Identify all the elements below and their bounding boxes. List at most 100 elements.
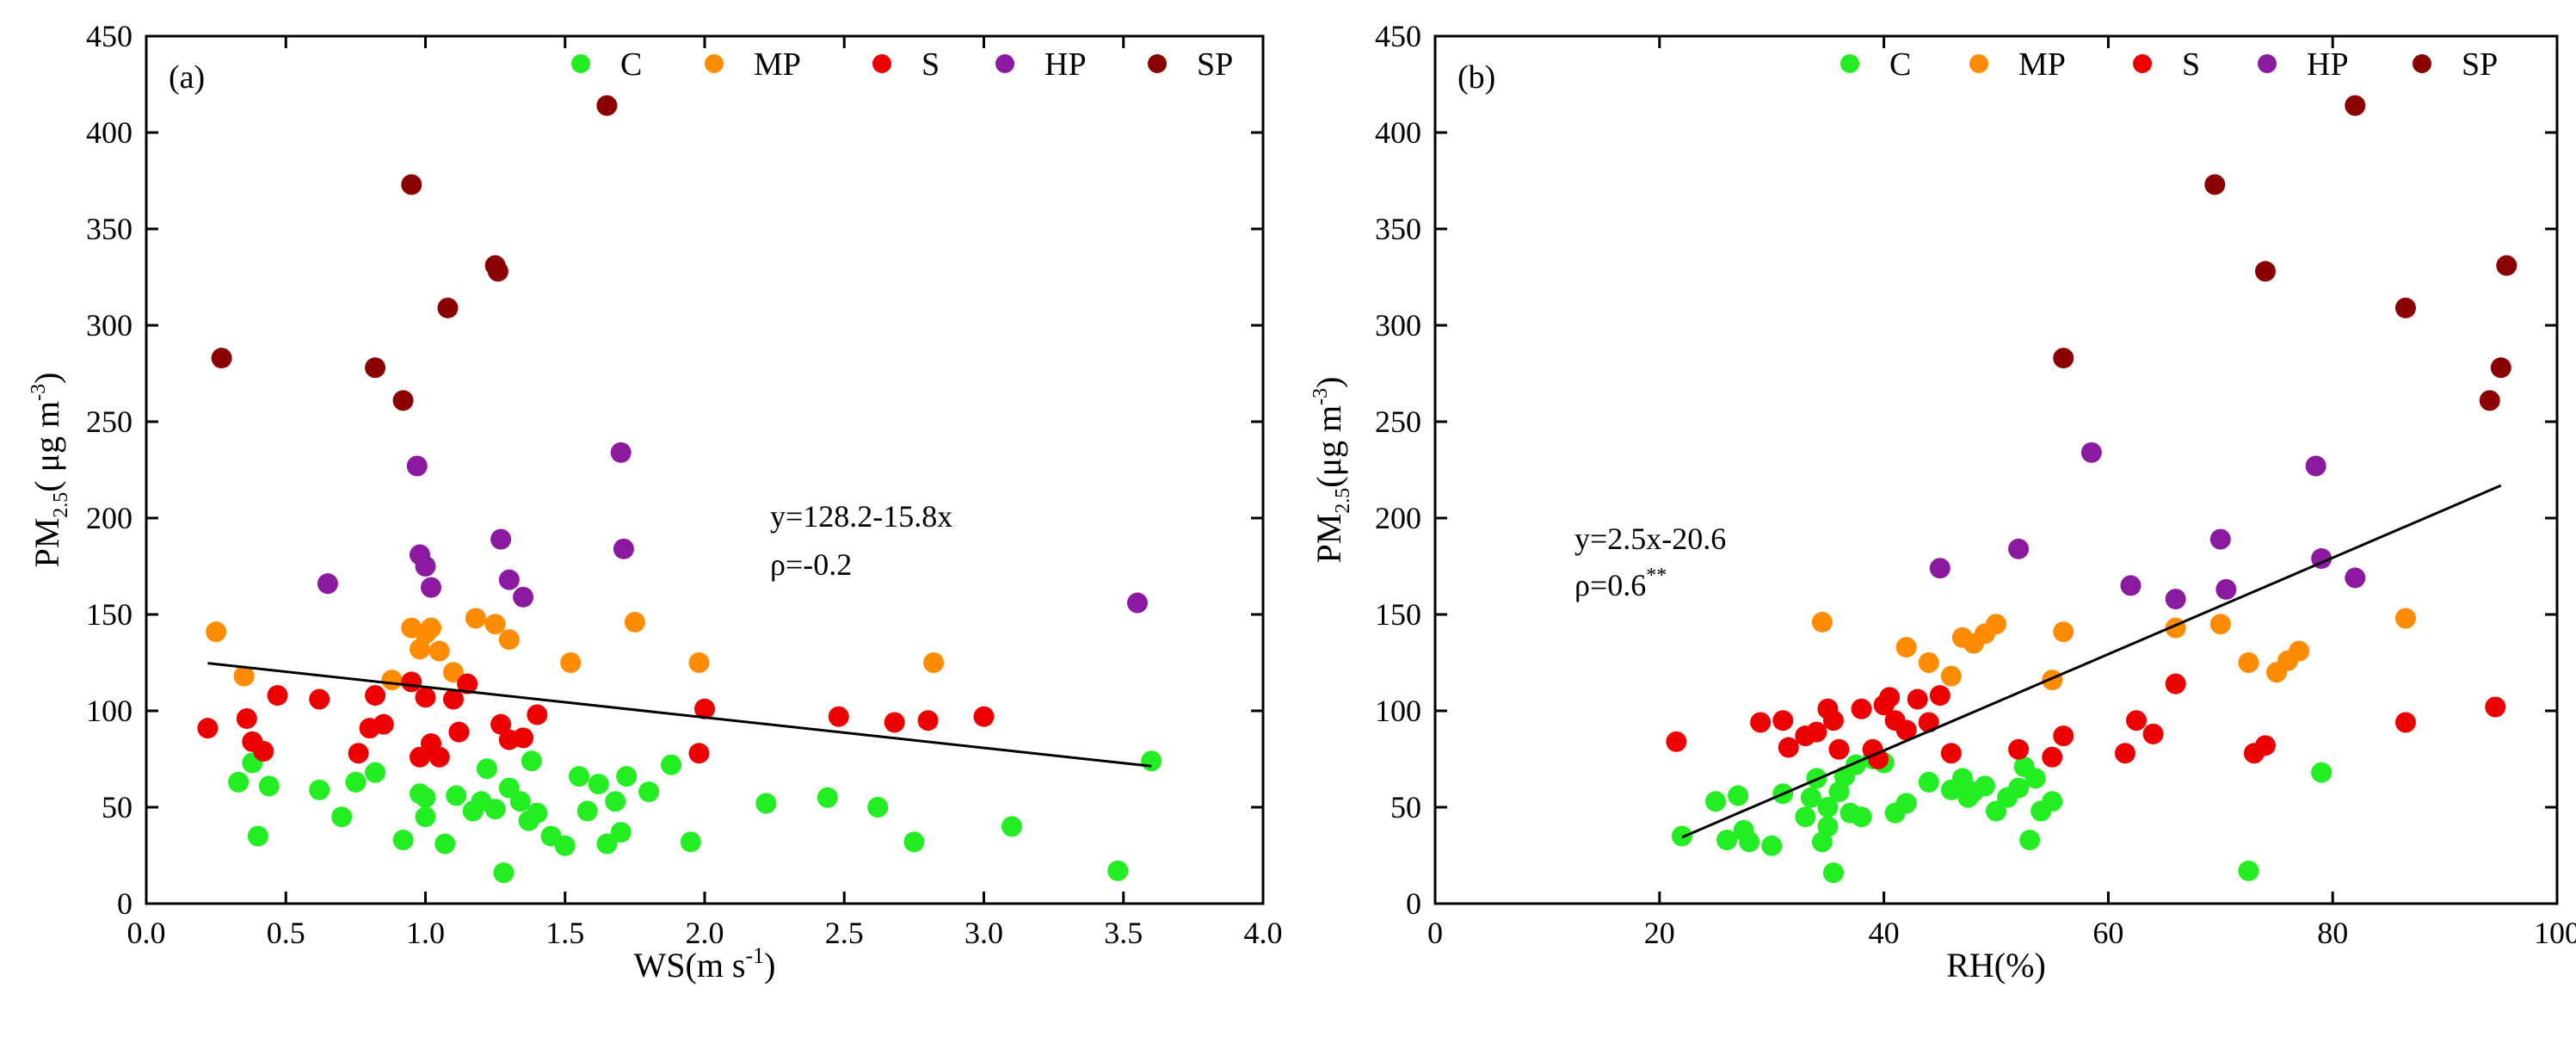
data-point-s xyxy=(448,721,470,743)
data-point-c xyxy=(1001,816,1022,837)
y-axis-label-main: PM xyxy=(28,518,66,568)
data-point-c xyxy=(588,774,609,795)
data-point-sp xyxy=(2345,95,2366,116)
x-tick-label: 1.0 xyxy=(406,916,445,950)
data-point-c xyxy=(1817,816,1839,837)
data-point-mp xyxy=(923,652,945,673)
significance-marker: ** xyxy=(1646,565,1667,587)
data-point-c xyxy=(527,802,548,824)
data-point-c xyxy=(680,831,701,853)
y-tick-label: 450 xyxy=(1375,19,1421,53)
data-point-s xyxy=(1828,738,1850,760)
data-point-mp xyxy=(233,665,255,687)
series-s xyxy=(1666,673,2506,769)
legend-label-s: S xyxy=(2182,46,2200,83)
data-point-c xyxy=(1739,831,1760,853)
series-hp xyxy=(1929,441,2366,610)
y-tick-label: 50 xyxy=(102,790,132,824)
data-point-c xyxy=(1107,860,1129,881)
data-point-hp xyxy=(610,441,632,463)
data-point-c xyxy=(1918,771,1939,793)
data-point-mp xyxy=(2238,652,2259,673)
y-tick-label: 400 xyxy=(86,115,132,150)
data-point-c xyxy=(392,830,414,851)
correlation-coefficient: ρ=-0.2 xyxy=(770,547,852,582)
data-point-sp xyxy=(2394,297,2416,318)
data-point-c xyxy=(345,771,367,793)
x-axis-label-sup: -1 xyxy=(746,943,765,968)
series-s xyxy=(197,671,995,768)
legend-label-mp: MP xyxy=(2018,46,2066,83)
data-point-hp xyxy=(2008,538,2030,559)
data-point-s xyxy=(309,688,330,710)
data-point-s xyxy=(1772,710,1794,731)
data-point-s xyxy=(2485,696,2506,718)
data-point-c xyxy=(554,835,576,856)
data-point-hp xyxy=(498,569,520,590)
series-c xyxy=(1671,749,2333,884)
data-point-c xyxy=(755,793,777,814)
x-tick-label: 40 xyxy=(1869,916,1900,950)
data-point-c xyxy=(817,787,838,808)
panel-label: (b) xyxy=(1457,59,1495,96)
series-sp xyxy=(211,95,618,411)
data-point-s xyxy=(2142,723,2164,744)
data-point-mp xyxy=(1986,614,2006,635)
data-point-hp xyxy=(1929,558,1950,579)
data-point-c xyxy=(1800,787,1821,808)
data-point-s xyxy=(2254,735,2276,756)
data-point-sp xyxy=(596,95,618,116)
data-point-c xyxy=(247,825,268,847)
y-tick-label: 0 xyxy=(1406,886,1421,921)
y-axis-label-mid: ( μg m xyxy=(28,401,66,492)
x-axis-label-main: RH(%) xyxy=(1946,946,2046,985)
x-tick-label: 4.0 xyxy=(1244,916,1283,950)
data-point-s xyxy=(917,710,939,731)
data-point-sp xyxy=(487,261,508,282)
x-tick-label: 2.0 xyxy=(686,916,724,950)
data-point-hp xyxy=(406,455,428,477)
y-tick-label: 200 xyxy=(1375,501,1421,535)
data-point-mp xyxy=(2053,621,2074,643)
x-axis-label-main: WS(m s xyxy=(634,946,746,985)
y-axis-label: PM2.5(μg m-3) xyxy=(1310,376,1354,563)
data-point-c xyxy=(638,781,660,803)
data-point-mp xyxy=(442,662,464,683)
data-point-c xyxy=(1851,806,1872,828)
data-point-s xyxy=(527,704,548,725)
correlation-coefficient: ρ=0.6** xyxy=(1575,565,1667,602)
y-tick-label: 350 xyxy=(1375,212,1421,246)
data-point-sp xyxy=(2479,390,2500,411)
data-point-c xyxy=(415,787,436,808)
data-point-mp xyxy=(2209,614,2231,635)
data-point-sp xyxy=(437,297,459,318)
y-tick-label: 400 xyxy=(1375,115,1421,150)
data-point-s xyxy=(253,741,274,762)
data-point-s xyxy=(457,673,478,694)
data-point-hp xyxy=(490,528,512,550)
data-point-mp xyxy=(465,608,486,629)
data-point-c xyxy=(568,766,589,787)
data-point-hp xyxy=(1126,592,1148,614)
data-point-c xyxy=(415,806,436,828)
legend-marker-c xyxy=(571,54,590,73)
y-tick-label: 150 xyxy=(86,597,132,632)
y-axis-label-sub: 2.5 xyxy=(1332,488,1354,514)
data-point-s xyxy=(236,707,257,729)
data-point-c xyxy=(2024,768,2046,789)
legend-marker-sp xyxy=(2413,54,2431,73)
data-point-sp xyxy=(2496,255,2517,276)
y-tick-label: 250 xyxy=(1375,404,1421,439)
data-point-mp xyxy=(1940,665,1962,687)
y-axis-label-tail: ) xyxy=(1310,376,1348,387)
data-point-sp xyxy=(392,390,414,411)
data-point-sp xyxy=(211,348,232,369)
y-axis-label-tail: ) xyxy=(28,372,66,383)
data-point-mp xyxy=(484,614,506,635)
x-tick-label: 20 xyxy=(1644,916,1675,950)
legend-label-c: C xyxy=(1889,46,1911,83)
data-point-c xyxy=(493,862,515,884)
data-point-c xyxy=(2311,762,2333,783)
data-point-s xyxy=(2042,746,2063,768)
data-point-c xyxy=(446,785,467,806)
